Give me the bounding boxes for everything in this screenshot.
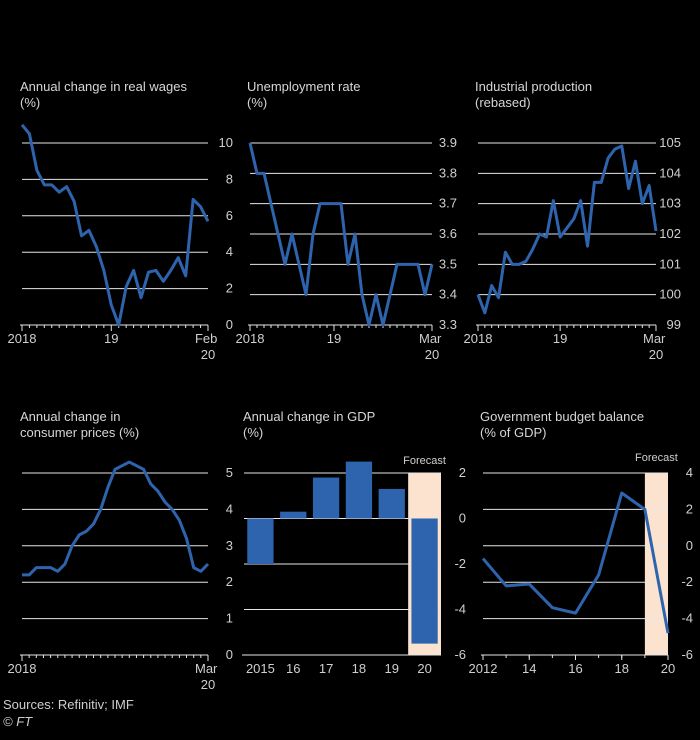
forecast-label: Forecast: [635, 452, 678, 464]
bar: [247, 518, 274, 564]
y-tick-label: 0: [226, 647, 233, 662]
x-tick-label: 19: [553, 331, 567, 346]
x-tick-label: Mar 20: [419, 331, 445, 362]
y-tick-label: 0: [459, 511, 466, 526]
x-tick-label: 2018: [8, 661, 37, 676]
y-tick-label: 102: [659, 226, 681, 241]
plot: [248, 142, 434, 331]
y-tick-label: 2: [686, 501, 693, 516]
plot: [20, 123, 210, 331]
x-tick-label: 16: [568, 661, 582, 676]
plot: [20, 460, 210, 661]
bar: [312, 477, 340, 519]
chart-title: Annual change in GDP: [243, 409, 375, 424]
y-tick-label: 6: [226, 208, 233, 223]
line: [248, 142, 434, 327]
x-tick-label: 20: [417, 661, 431, 676]
y-tick-label: 4: [226, 244, 233, 259]
bar: [345, 461, 373, 519]
x-tick-label: 2015: [246, 661, 275, 676]
chart-title: (%): [243, 425, 263, 440]
y-tick-label: 10: [219, 135, 233, 150]
x-tick-label: 2018: [236, 331, 265, 346]
x-tick-label: 19: [385, 661, 399, 676]
y-tick-label: 3.7: [439, 196, 457, 211]
y-tick-label: -4: [454, 602, 466, 617]
credit: © FT: [3, 714, 33, 729]
y-tick-label: 104: [659, 165, 681, 180]
plot: [476, 142, 658, 331]
y-tick-label: 8: [226, 171, 233, 186]
y-tick-label: 5: [226, 465, 233, 480]
x-tick-label: 17: [319, 661, 333, 676]
x-tick-label: 19: [104, 331, 118, 346]
y-tick-label: 4: [686, 465, 693, 480]
chart-title: Unemployment rate: [247, 79, 360, 94]
chart-title: Annual change in real wages: [20, 79, 187, 94]
x-tick-label: Feb 20: [195, 331, 221, 362]
chart-title: (% of GDP): [480, 425, 546, 440]
y-tick-label: 3.8: [439, 165, 457, 180]
x-tick-label: 20: [661, 661, 675, 676]
chart-title: consumer prices (%): [20, 425, 139, 440]
y-tick-label: 2: [459, 465, 466, 480]
x-tick-label: 18: [615, 661, 629, 676]
y-tick-label: 103: [659, 196, 681, 211]
y-tick-label: 3.3: [439, 317, 457, 332]
y-tick-label: 0: [226, 317, 233, 332]
bar: [280, 511, 307, 519]
chart-title: Government budget balance: [480, 409, 644, 424]
x-tick-label: 14: [522, 661, 536, 676]
y-tick-label: 2: [226, 281, 233, 296]
x-tick-label: 16: [286, 661, 300, 676]
y-tick-label: -4: [681, 611, 693, 626]
y-tick-label: 105: [659, 135, 681, 150]
y-tick-label: 99: [667, 317, 681, 332]
sources: Sources: Refinitiv; IMF: [3, 697, 134, 712]
line: [476, 144, 658, 315]
chart-title: (rebased): [475, 95, 531, 110]
y-tick-label: 100: [659, 287, 681, 302]
chart-title: (%): [20, 95, 40, 110]
line: [20, 123, 210, 327]
forecast-label: Forecast: [403, 455, 446, 467]
line: [22, 460, 210, 577]
y-tick-label: 2: [226, 574, 233, 589]
plot: [481, 472, 670, 660]
x-tick-label: 2018: [8, 331, 37, 346]
y-tick-label: -2: [681, 574, 693, 589]
bar: [411, 518, 438, 644]
y-tick-label: -6: [681, 647, 693, 662]
y-tick-label: 4: [226, 501, 233, 516]
x-tick-label: 18: [352, 661, 366, 676]
y-tick-label: 3: [226, 538, 233, 553]
y-tick-label: -2: [454, 556, 466, 571]
chart-title: Annual change in: [20, 409, 120, 424]
x-tick-label: 19: [327, 331, 341, 346]
y-tick-label: 3.9: [439, 135, 457, 150]
y-tick-label: 101: [659, 256, 681, 271]
chart-title: Industrial production: [475, 79, 592, 94]
y-tick-label: 3.5: [439, 256, 457, 271]
bar: [378, 488, 405, 519]
y-tick-label: -6: [454, 647, 466, 662]
line: [481, 491, 670, 634]
plot: [242, 461, 441, 656]
y-tick-label: 3.6: [439, 226, 457, 241]
x-tick-label: Mar 20: [643, 331, 669, 362]
x-tick-label: 2012: [469, 661, 498, 676]
y-tick-label: 0: [686, 538, 693, 553]
x-tick-label: Mar 20: [195, 661, 221, 692]
y-tick-label: 3.4: [439, 287, 457, 302]
chart-title: (%): [247, 95, 267, 110]
y-tick-label: 1: [226, 611, 233, 626]
x-tick-label: 2018: [464, 331, 493, 346]
